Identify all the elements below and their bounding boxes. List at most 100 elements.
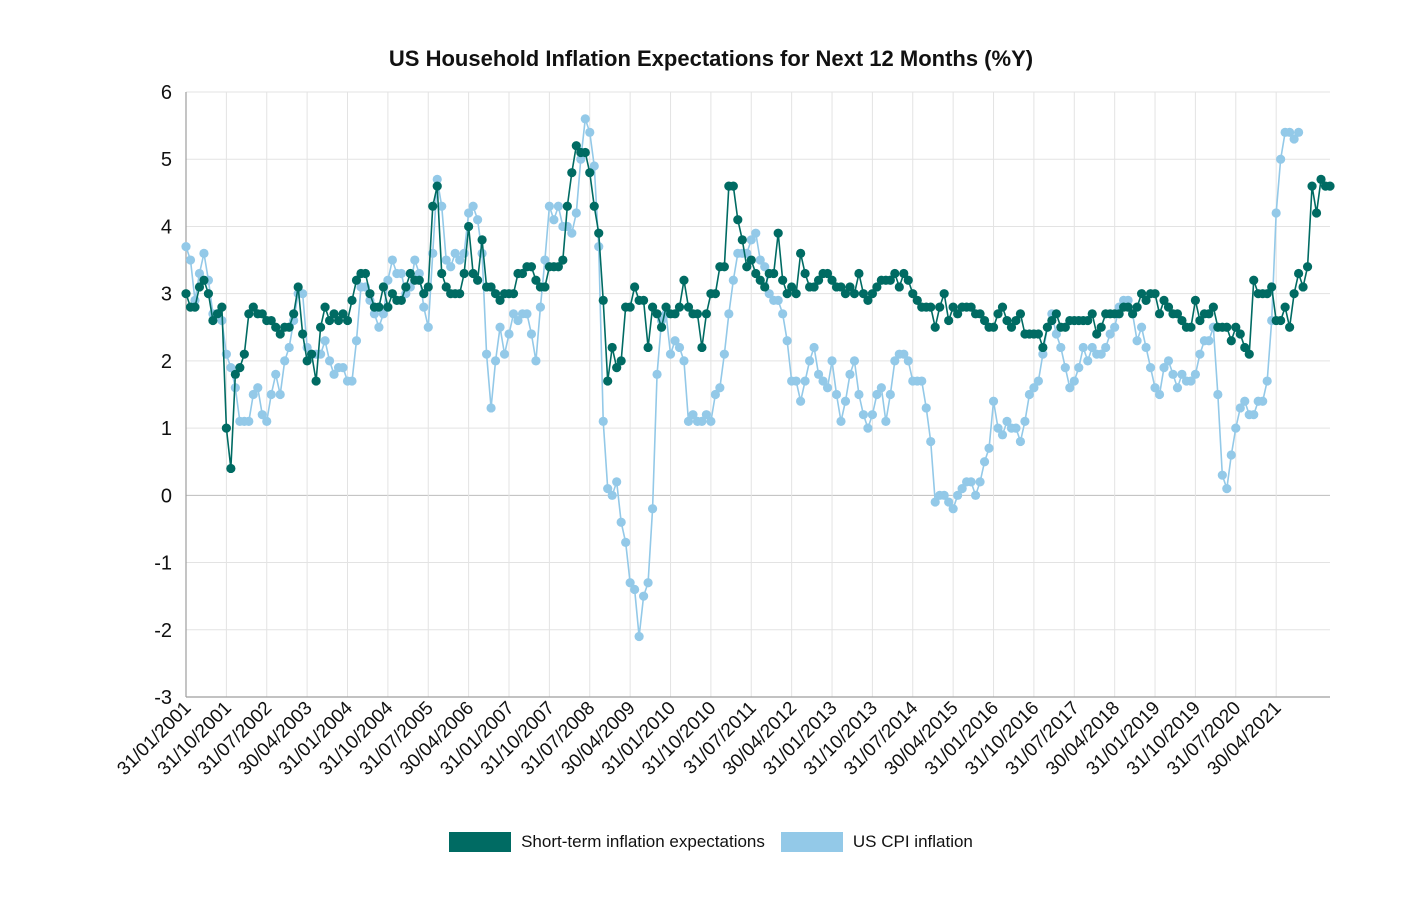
data-point-cpi[interactable] [957, 484, 967, 494]
data-point-cpi[interactable] [1002, 416, 1012, 426]
data-point-expectations[interactable] [710, 289, 720, 299]
data-point-expectations[interactable] [926, 302, 936, 312]
data-point-expectations[interactable] [894, 282, 904, 292]
data-point-expectations[interactable] [1325, 181, 1335, 191]
data-point-expectations[interactable] [401, 282, 411, 292]
data-point-expectations[interactable] [1159, 295, 1169, 305]
data-point-cpi[interactable] [1271, 208, 1281, 218]
data-point-cpi[interactable] [531, 356, 541, 366]
data-point-expectations[interactable] [1276, 315, 1286, 326]
data-point-expectations[interactable] [419, 289, 429, 299]
data-point-cpi[interactable] [1217, 470, 1227, 480]
data-point-expectations[interactable] [315, 322, 326, 332]
data-point-expectations[interactable] [329, 309, 339, 319]
data-point-cpi[interactable] [387, 255, 397, 265]
data-point-expectations[interactable] [324, 315, 335, 326]
data-point-expectations[interactable] [585, 168, 595, 178]
data-point-expectations[interactable] [1222, 322, 1232, 332]
data-point-expectations[interactable] [1307, 181, 1317, 191]
data-point-cpi[interactable] [1101, 342, 1111, 353]
data-point-cpi[interactable] [1168, 369, 1178, 379]
data-point-cpi[interactable] [710, 389, 720, 400]
data-point-expectations[interactable] [423, 282, 433, 292]
data-point-cpi[interactable] [1145, 363, 1156, 373]
data-point-cpi[interactable] [1293, 127, 1304, 137]
data-point-cpi[interactable] [755, 255, 765, 265]
data-point-cpi[interactable] [988, 396, 999, 406]
data-point-cpi[interactable] [589, 161, 599, 171]
data-point-expectations[interactable] [1060, 322, 1070, 332]
data-point-expectations[interactable] [1132, 302, 1142, 312]
data-point-cpi[interactable] [607, 490, 617, 500]
data-point-expectations[interactable] [1128, 309, 1138, 319]
data-point-cpi[interactable] [495, 322, 505, 332]
data-point-cpi[interactable] [248, 389, 258, 400]
data-point-cpi[interactable] [338, 363, 348, 373]
data-point-expectations[interactable] [966, 302, 976, 312]
data-point-expectations[interactable] [351, 275, 362, 285]
data-point-expectations[interactable] [508, 289, 519, 299]
data-point-expectations[interactable] [432, 181, 442, 191]
data-point-cpi[interactable] [885, 389, 895, 400]
data-point-expectations[interactable] [571, 141, 581, 151]
data-point-expectations[interactable] [320, 302, 330, 312]
data-point-cpi[interactable] [499, 349, 510, 359]
data-point-expectations[interactable] [791, 289, 801, 299]
data-point-cpi[interactable] [1249, 410, 1259, 420]
data-point-cpi[interactable] [760, 262, 770, 272]
legend-item-expectations[interactable]: Short-term inflation expectations [449, 832, 765, 852]
data-point-cpi[interactable] [773, 295, 783, 305]
data-point-cpi[interactable] [872, 389, 882, 400]
data-point-expectations[interactable] [1231, 322, 1241, 332]
data-point-cpi[interactable] [1087, 342, 1097, 353]
data-point-expectations[interactable] [953, 309, 963, 319]
data-point-cpi[interactable] [944, 497, 954, 507]
data-point-cpi[interactable] [486, 403, 496, 413]
data-point-expectations[interactable] [872, 282, 882, 292]
data-point-cpi[interactable] [1011, 423, 1021, 433]
data-point-expectations[interactable] [988, 322, 999, 332]
data-point-cpi[interactable] [647, 504, 658, 514]
data-point-cpi[interactable] [724, 309, 734, 319]
data-point-cpi[interactable] [746, 235, 756, 245]
data-point-expectations[interactable] [248, 302, 258, 312]
data-point-expectations[interactable] [495, 295, 505, 305]
data-point-expectations[interactable] [625, 302, 635, 312]
data-point-expectations[interactable] [212, 309, 223, 319]
data-point-expectations[interactable] [365, 289, 375, 299]
data-point-expectations[interactable] [289, 309, 299, 319]
data-point-cpi[interactable] [1195, 349, 1205, 359]
data-point-expectations[interactable] [526, 262, 537, 272]
data-point-expectations[interactable] [603, 376, 613, 386]
data-point-cpi[interactable] [369, 309, 380, 319]
data-point-cpi[interactable] [966, 477, 976, 487]
data-point-cpi[interactable] [683, 416, 694, 426]
data-point-expectations[interactable] [342, 315, 353, 326]
data-point-expectations[interactable] [302, 356, 312, 366]
data-point-expectations[interactable] [1154, 309, 1165, 319]
data-point-expectations[interactable] [1235, 329, 1245, 339]
data-point-expectations[interactable] [822, 268, 833, 279]
data-point-cpi[interactable] [320, 336, 330, 346]
data-point-cpi[interactable] [432, 174, 442, 184]
data-point-expectations[interactable] [1015, 309, 1026, 319]
data-point-cpi[interactable] [849, 356, 860, 366]
data-point-cpi[interactable] [199, 248, 209, 258]
data-point-cpi[interactable] [280, 356, 290, 366]
data-point-expectations[interactable] [226, 463, 236, 474]
data-point-cpi[interactable] [652, 369, 662, 379]
data-point-cpi[interactable] [1065, 383, 1075, 393]
data-point-expectations[interactable] [683, 302, 694, 312]
data-point-cpi[interactable] [621, 537, 631, 547]
data-point-cpi[interactable] [836, 416, 846, 426]
data-point-cpi[interactable] [984, 443, 994, 453]
data-point-expectations[interactable] [652, 309, 662, 319]
data-point-cpi[interactable] [455, 255, 465, 265]
data-point-expectations[interactable] [661, 302, 671, 312]
data-point-expectations[interactable] [1002, 315, 1012, 326]
data-point-expectations[interactable] [670, 309, 680, 319]
data-point-expectations[interactable] [1267, 282, 1277, 292]
data-point-expectations[interactable] [639, 295, 649, 305]
data-point-expectations[interactable] [656, 322, 667, 332]
data-point-expectations[interactable] [647, 302, 658, 312]
